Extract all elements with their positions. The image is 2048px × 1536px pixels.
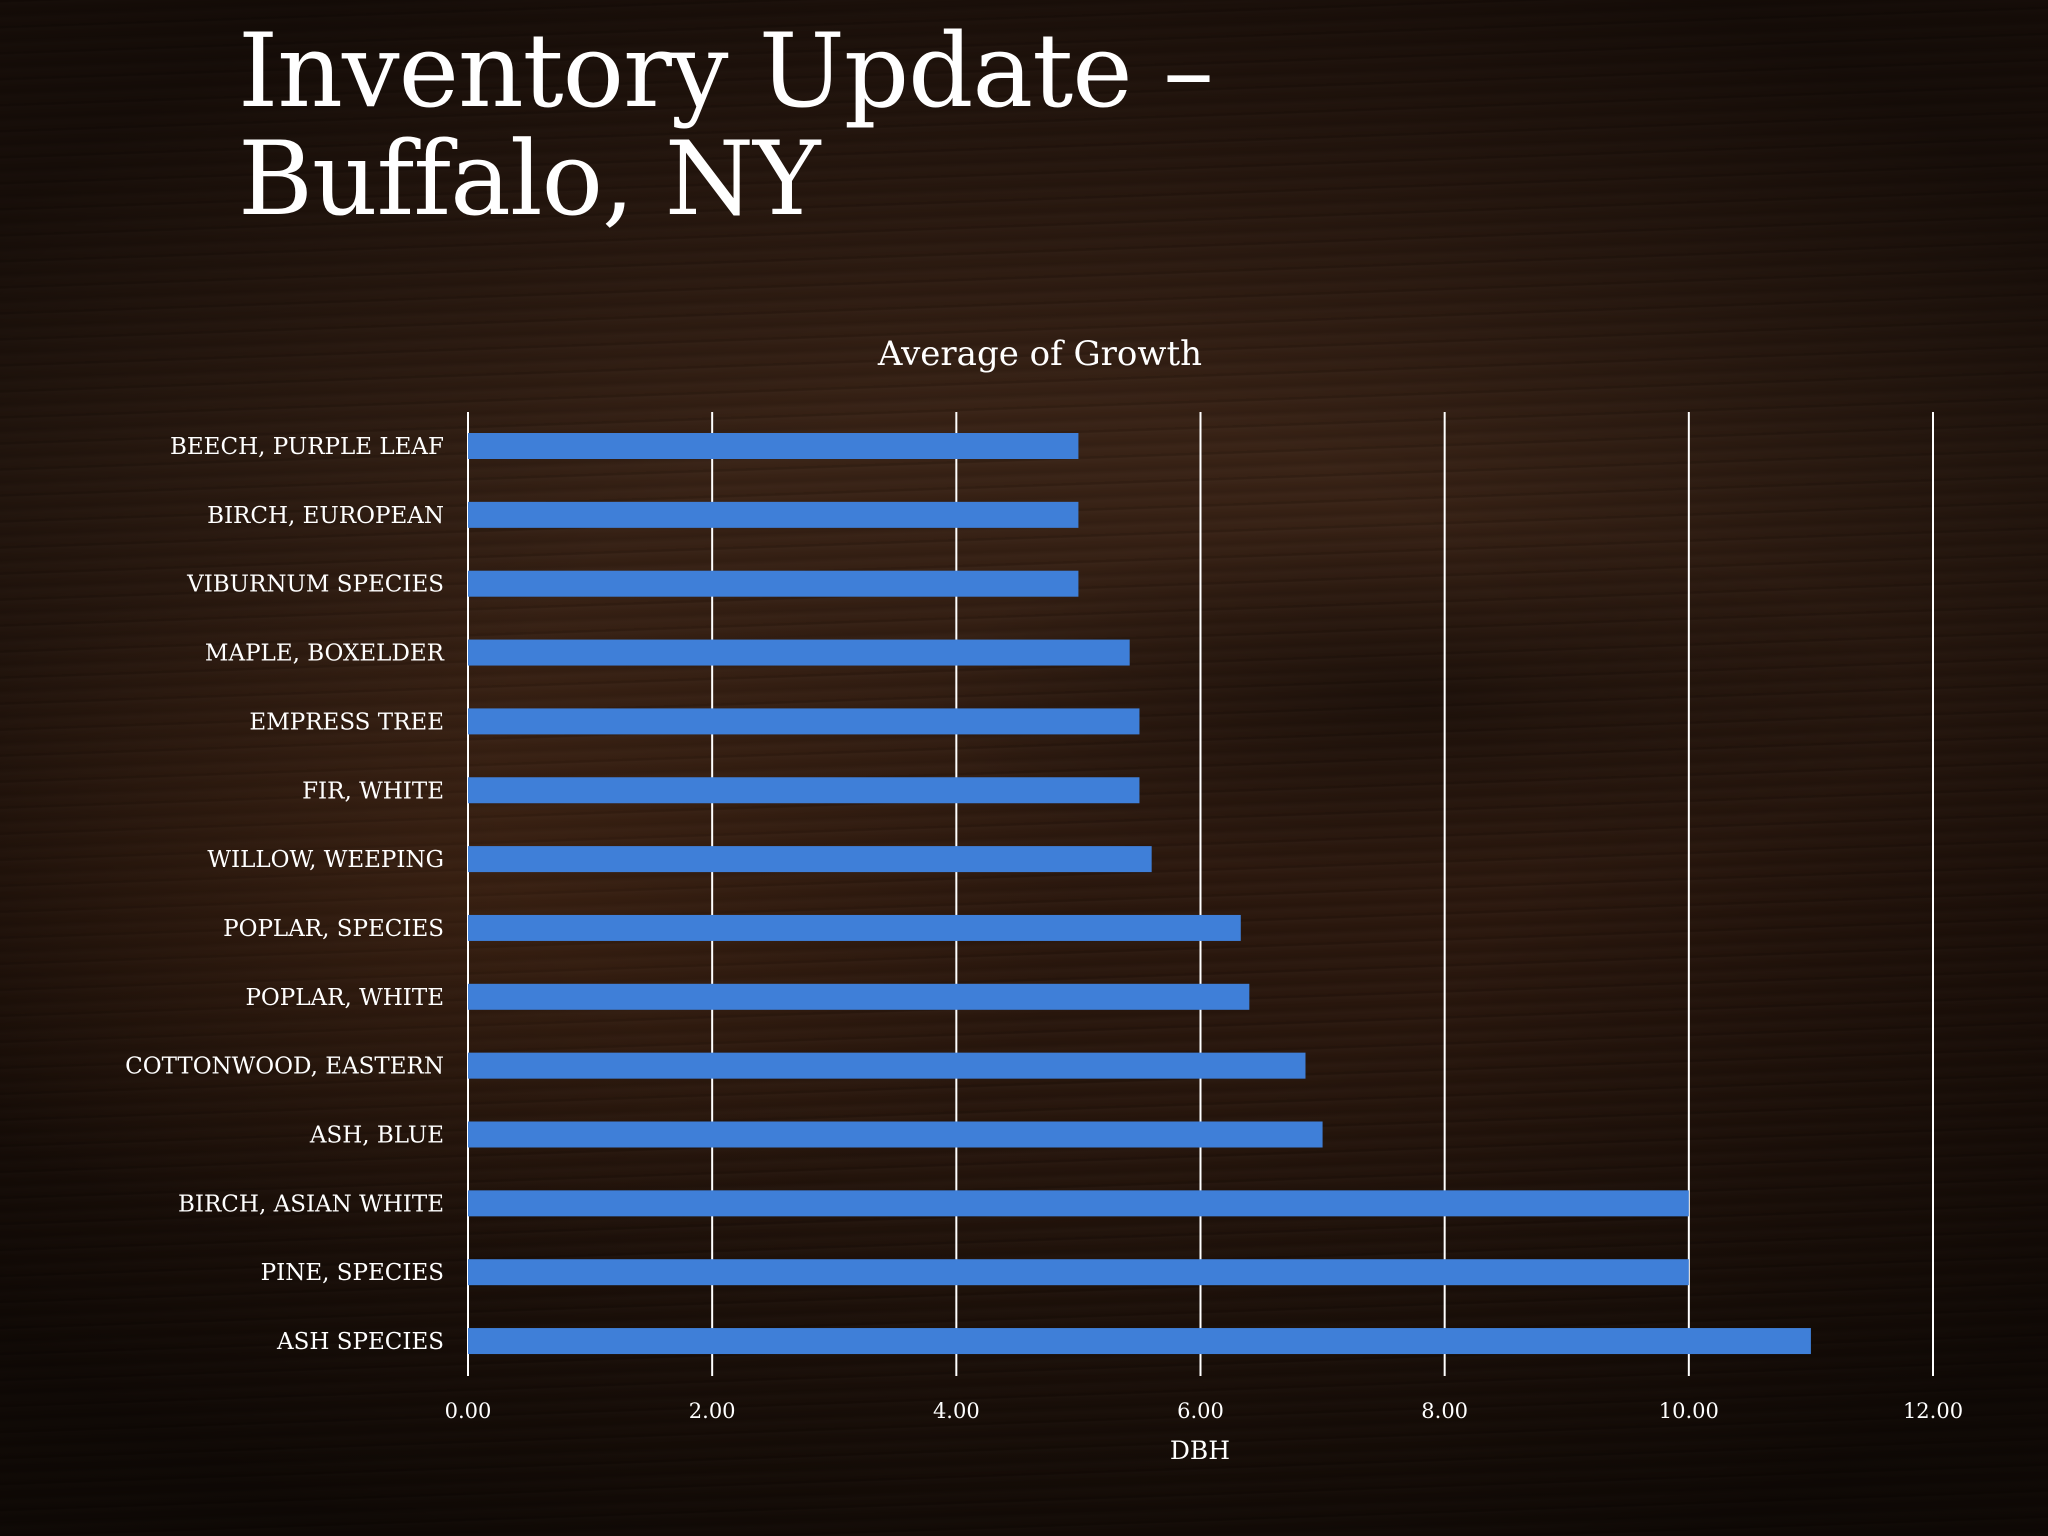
category-label: EMPRESS TREE bbox=[249, 709, 444, 735]
x-axis-title: DBH bbox=[1170, 1436, 1230, 1465]
x-tick-label: 10.00 bbox=[1659, 1399, 1719, 1423]
bar bbox=[468, 1121, 1323, 1148]
x-tick-label: 12.00 bbox=[1903, 1399, 1963, 1423]
bar bbox=[468, 1190, 1689, 1217]
bars bbox=[468, 433, 1811, 1355]
category-label: BEECH, PURPLE LEAF bbox=[170, 434, 444, 460]
gridlines bbox=[467, 412, 1934, 1376]
bar bbox=[468, 983, 1250, 1010]
category-label: BIRCH, EUROPEAN bbox=[207, 503, 444, 529]
x-tick-label: 6.00 bbox=[1177, 1399, 1224, 1423]
bar bbox=[468, 433, 1079, 459]
bar bbox=[468, 639, 1130, 666]
category-label: COTTONWOOD, EASTERN bbox=[125, 1054, 444, 1080]
bar bbox=[468, 501, 1079, 528]
category-label: ASH SPECIES bbox=[276, 1329, 444, 1355]
bar bbox=[468, 914, 1241, 941]
x-tick-labels: 0.00 2.00 4.00 6.00 8.00 10.00 12.00 bbox=[445, 1399, 1963, 1423]
category-label: PINE, SPECIES bbox=[261, 1260, 444, 1286]
x-tick-label: 4.00 bbox=[933, 1399, 980, 1423]
x-tick-label: 2.00 bbox=[689, 1399, 736, 1423]
bar bbox=[468, 708, 1140, 735]
category-label: FIR, WHITE bbox=[302, 778, 444, 804]
slide-title-line-1: Inventory Update – bbox=[238, 12, 1214, 131]
category-label: VIBURNUM SPECIES bbox=[186, 572, 444, 598]
bar bbox=[468, 1328, 1811, 1355]
x-tick-label: 8.00 bbox=[1421, 1399, 1468, 1423]
category-label: POPLAR, SPECIES bbox=[223, 916, 444, 942]
bar bbox=[468, 1259, 1689, 1286]
bar bbox=[468, 777, 1140, 804]
slide-title-line-2: Buffalo, NY bbox=[238, 120, 820, 239]
category-label: MAPLE, BOXELDER bbox=[205, 641, 445, 667]
x-tick-label: 0.00 bbox=[445, 1399, 492, 1423]
bar bbox=[468, 846, 1152, 873]
category-labels: BEECH, PURPLE LEAF BIRCH, EUROPEAN VIBURNU… bbox=[125, 434, 445, 1355]
category-label: WILLOW, WEEPING bbox=[207, 847, 444, 873]
bar bbox=[468, 570, 1079, 597]
slide-title: Inventory Update – Buffalo, NY bbox=[238, 12, 1214, 239]
chart-title: Average of Growth bbox=[877, 334, 1202, 374]
category-label: BIRCH, ASIAN WHITE bbox=[178, 1191, 444, 1217]
category-label: ASH, BLUE bbox=[309, 1123, 444, 1149]
category-label: POPLAR, WHITE bbox=[245, 985, 444, 1011]
bar bbox=[468, 1052, 1306, 1079]
